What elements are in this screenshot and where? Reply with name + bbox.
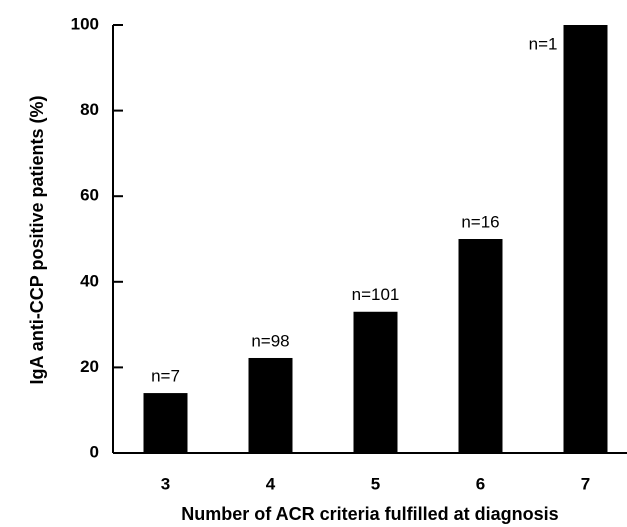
bar (248, 357, 293, 453)
y-tick-label: 0 (90, 442, 99, 461)
bar-annotation: n=101 (352, 285, 400, 304)
x-tick-label: 3 (161, 474, 170, 493)
bar (563, 25, 608, 453)
y-tick-label: 60 (80, 186, 99, 205)
bar-annotation: n=98 (251, 331, 289, 350)
bar-annotation: n=1 (529, 34, 558, 53)
y-tick-label: 80 (80, 100, 99, 119)
y-axis-title: IgA anti-CCP positive patients (%) (27, 95, 47, 384)
y-tick-label: 40 (80, 271, 99, 290)
bar-annotation: n=7 (151, 367, 180, 386)
y-tick-label: 20 (80, 357, 99, 376)
x-tick-label: 7 (581, 474, 590, 493)
x-tick-label: 6 (476, 474, 485, 493)
y-tick-label: 100 (71, 14, 99, 33)
x-tick-label: 4 (266, 474, 276, 493)
bar (143, 393, 188, 453)
bar-annotation: n=16 (461, 212, 499, 231)
x-axis-title: Number of ACR criteria fulfilled at diag… (181, 504, 558, 524)
x-tick-label: 5 (371, 474, 380, 493)
bar (458, 239, 503, 453)
bar (353, 311, 398, 453)
